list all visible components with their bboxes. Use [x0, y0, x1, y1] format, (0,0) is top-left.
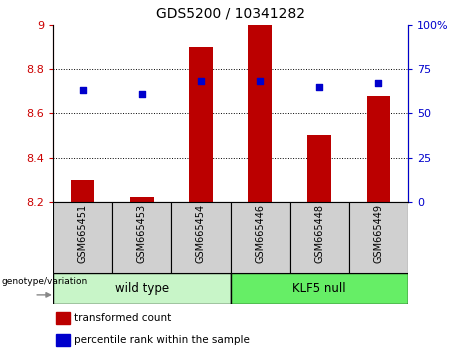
Text: GSM665449: GSM665449 — [373, 204, 384, 263]
Bar — [130, 197, 154, 202]
Bar — [56, 312, 70, 324]
Bar — [53, 273, 230, 304]
Bar — [290, 202, 349, 273]
Text: GSM665454: GSM665454 — [196, 204, 206, 263]
Bar — [349, 202, 408, 273]
Bar — [189, 47, 213, 202]
Point — [197, 79, 205, 84]
Text: genotype/variation: genotype/variation — [1, 277, 88, 286]
Text: wild type: wild type — [115, 282, 169, 295]
Bar — [171, 202, 230, 273]
Point — [79, 87, 86, 93]
Point — [138, 91, 145, 97]
Text: GSM665453: GSM665453 — [137, 204, 147, 263]
Bar — [248, 25, 272, 202]
Bar — [230, 273, 408, 304]
Text: GSM665451: GSM665451 — [77, 204, 88, 263]
Bar — [53, 202, 112, 273]
Title: GDS5200 / 10341282: GDS5200 / 10341282 — [156, 7, 305, 21]
Text: GSM665446: GSM665446 — [255, 204, 265, 263]
Text: transformed count: transformed count — [74, 313, 171, 323]
Point — [315, 84, 323, 90]
Text: GSM665448: GSM665448 — [314, 204, 324, 263]
Bar — [71, 179, 95, 202]
Text: percentile rank within the sample: percentile rank within the sample — [74, 335, 250, 345]
Bar — [366, 96, 390, 202]
Bar — [112, 202, 171, 273]
Point — [375, 80, 382, 86]
Bar — [230, 202, 290, 273]
Text: KLF5 null: KLF5 null — [292, 282, 346, 295]
Bar — [307, 135, 331, 202]
Bar — [56, 334, 70, 346]
Point — [256, 79, 264, 84]
